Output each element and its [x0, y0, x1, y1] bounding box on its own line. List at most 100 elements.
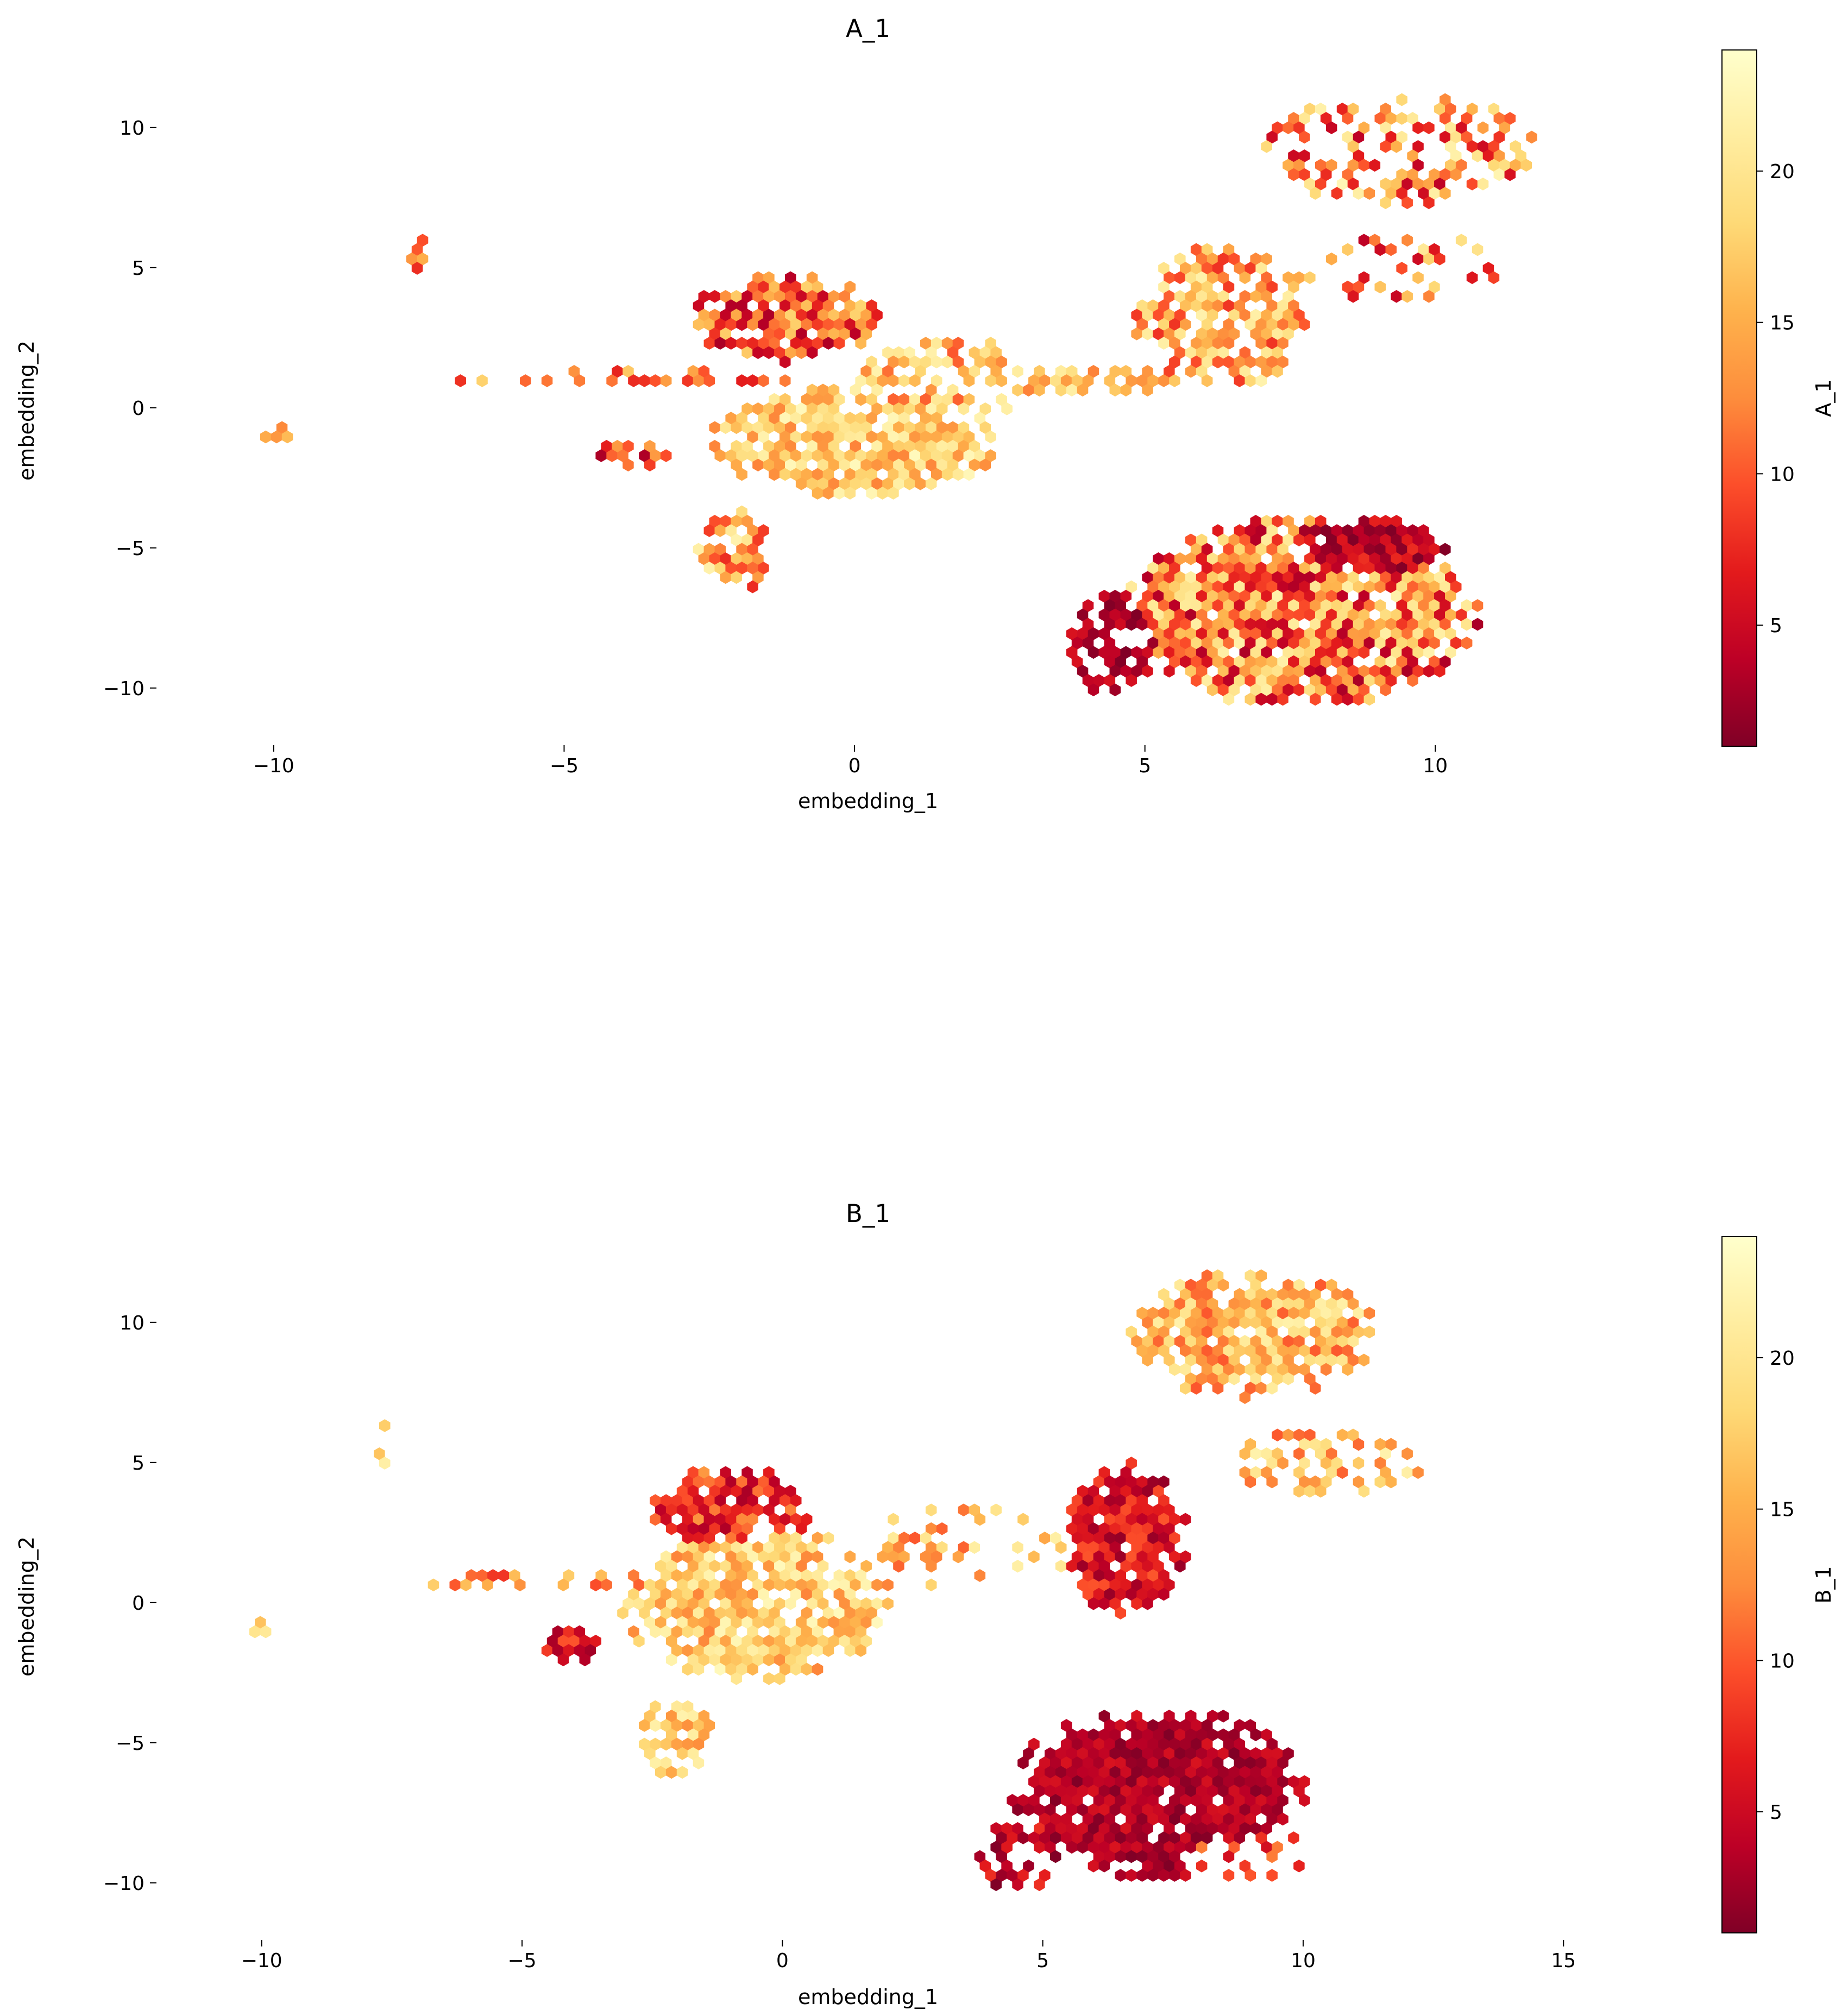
- hexbin-cell: [1401, 1466, 1413, 1479]
- hexbin-cell: [1028, 1550, 1040, 1564]
- hexbin-cell: [736, 374, 747, 387]
- hexbin-cell: [1353, 1438, 1365, 1451]
- x-tick-label: 5: [1139, 755, 1151, 777]
- hexbin-cell: [709, 289, 721, 303]
- hexbin-cell: [1169, 374, 1180, 387]
- hexbin-cell: [1369, 159, 1381, 172]
- hexbin-cell: [1283, 1428, 1294, 1442]
- hexbin-cell: [1342, 1363, 1354, 1376]
- hexbin-cell: [1331, 187, 1343, 200]
- hexbin-cell: [1034, 383, 1045, 397]
- hexbin-cell: [1385, 1475, 1397, 1489]
- hexbin-cell: [1115, 1606, 1126, 1620]
- hexbin-cell: [1261, 140, 1272, 153]
- x-tick-label: −10: [253, 755, 294, 777]
- colorbar-tick-label: 10: [1770, 463, 1795, 486]
- colorbar-tick-label: 15: [1770, 312, 1795, 335]
- hexbin-cell: [260, 1625, 272, 1639]
- hexbin-cell: [1325, 121, 1337, 135]
- hexbin-cell: [1391, 140, 1402, 153]
- colorbar-label: B_1: [1812, 1566, 1836, 1603]
- hexbin-cell: [1272, 1428, 1283, 1442]
- panel-a1: A_1 −10 −5 0 5 10 −10 −5 0 5 10 embedding_1 embe…: [15, 14, 1836, 813]
- x-tick-label: 5: [1036, 1950, 1049, 1972]
- hexbin-cell: [1196, 1859, 1208, 1873]
- hexbin-cell: [665, 1653, 677, 1667]
- hexbin-cell: [1190, 1382, 1202, 1395]
- hexbin-cell: [1120, 383, 1132, 397]
- hexbin-cell: [379, 1457, 391, 1470]
- hexbin-cell: [1034, 1878, 1045, 1892]
- colorbar-tick-label: 10: [1770, 1650, 1795, 1672]
- hexbin-cell: [1272, 364, 1283, 378]
- y-tick-label: −5: [116, 538, 144, 560]
- hexbin-cell: [1012, 1878, 1023, 1892]
- hexbin-cell: [747, 580, 758, 594]
- hexbin-cell: [1012, 1541, 1023, 1554]
- hexbin-cell: [844, 1550, 856, 1564]
- hexbin-cell: [1142, 383, 1153, 397]
- hexbin-cell: [1288, 1831, 1299, 1844]
- colorbar-ticks: 5 10 15 20: [1757, 161, 1795, 637]
- chart-title: A_1: [846, 14, 890, 43]
- hexbin-cell: [763, 1672, 775, 1685]
- hexbin-cell: [974, 1513, 986, 1526]
- hexbin-cell: [780, 355, 791, 369]
- colorbar-label: A_1: [1812, 379, 1836, 417]
- hexbin-cell: [888, 1513, 899, 1526]
- hexbin-cell: [1239, 1391, 1251, 1404]
- hexbin-layer: [260, 93, 1537, 706]
- hexbin-cell: [1466, 271, 1478, 285]
- y-tick-label: −10: [103, 678, 144, 700]
- x-tick-label: 0: [776, 1950, 789, 1972]
- hexbin-cell: [925, 477, 937, 490]
- colorbar-tick-label: 20: [1770, 161, 1795, 183]
- hexbin-cell: [1299, 1794, 1310, 1807]
- hexbin-cell: [1012, 1559, 1023, 1573]
- hexbin-cell: [639, 374, 650, 387]
- hexbin-cell: [1391, 289, 1402, 303]
- hexbin-cell: [1380, 196, 1391, 210]
- hexbin-cell: [1440, 187, 1451, 200]
- hexbin-cell: [1223, 1850, 1235, 1863]
- x-tick-label: 15: [1551, 1950, 1576, 1972]
- hexbin-cell: [1299, 318, 1310, 331]
- hexbin-cell: [633, 1634, 645, 1648]
- hexbin-cell: [1401, 196, 1413, 210]
- hexbin-cell: [1477, 177, 1489, 191]
- x-axis-label: embedding_1: [798, 789, 938, 813]
- hexbin-cell: [1266, 1382, 1278, 1395]
- hexbin-cell: [676, 1766, 688, 1779]
- hexbin-layer: [249, 1269, 1424, 1892]
- hexbin-cell: [1244, 1869, 1256, 1882]
- hexbin-cell: [822, 1532, 834, 1545]
- hexbin-cell: [736, 468, 747, 481]
- x-tick-label: 10: [1291, 1950, 1316, 1972]
- hexbin-cell: [1017, 1513, 1029, 1526]
- hexbin-cell: [1174, 1559, 1186, 1573]
- hexbin-cell: [979, 458, 991, 472]
- hexbin-cell: [1012, 383, 1023, 397]
- hexbin-cell: [882, 1597, 894, 1610]
- hexbin-cell: [1385, 243, 1397, 256]
- hexbin-cell: [260, 430, 272, 444]
- hexbin-cell: [541, 374, 553, 387]
- hexbin-cell: [693, 1662, 705, 1676]
- hexbin-cell: [1017, 1756, 1029, 1769]
- hexbin-cell: [1039, 1532, 1051, 1545]
- hexbin-cell: [1407, 674, 1418, 687]
- x-tick-label: −10: [241, 1950, 282, 1972]
- hexbin-cell: [1472, 243, 1484, 256]
- colorbar-gradient: [1721, 1236, 1757, 1933]
- hexbin-cell: [1088, 683, 1099, 697]
- hexbin-cell: [557, 1578, 569, 1592]
- x-tick-label: 0: [848, 755, 861, 777]
- hexbin-cell: [1363, 1325, 1375, 1339]
- hexbin-cell: [1488, 271, 1500, 285]
- hexbin-cell: [1158, 1587, 1170, 1601]
- hexbin-cell: [1310, 187, 1321, 200]
- hexbin-cell: [1142, 1597, 1153, 1610]
- hexbin-cell: [1347, 289, 1359, 303]
- hexbin-cell: [963, 374, 975, 387]
- hexbin-cell: [990, 1503, 1002, 1517]
